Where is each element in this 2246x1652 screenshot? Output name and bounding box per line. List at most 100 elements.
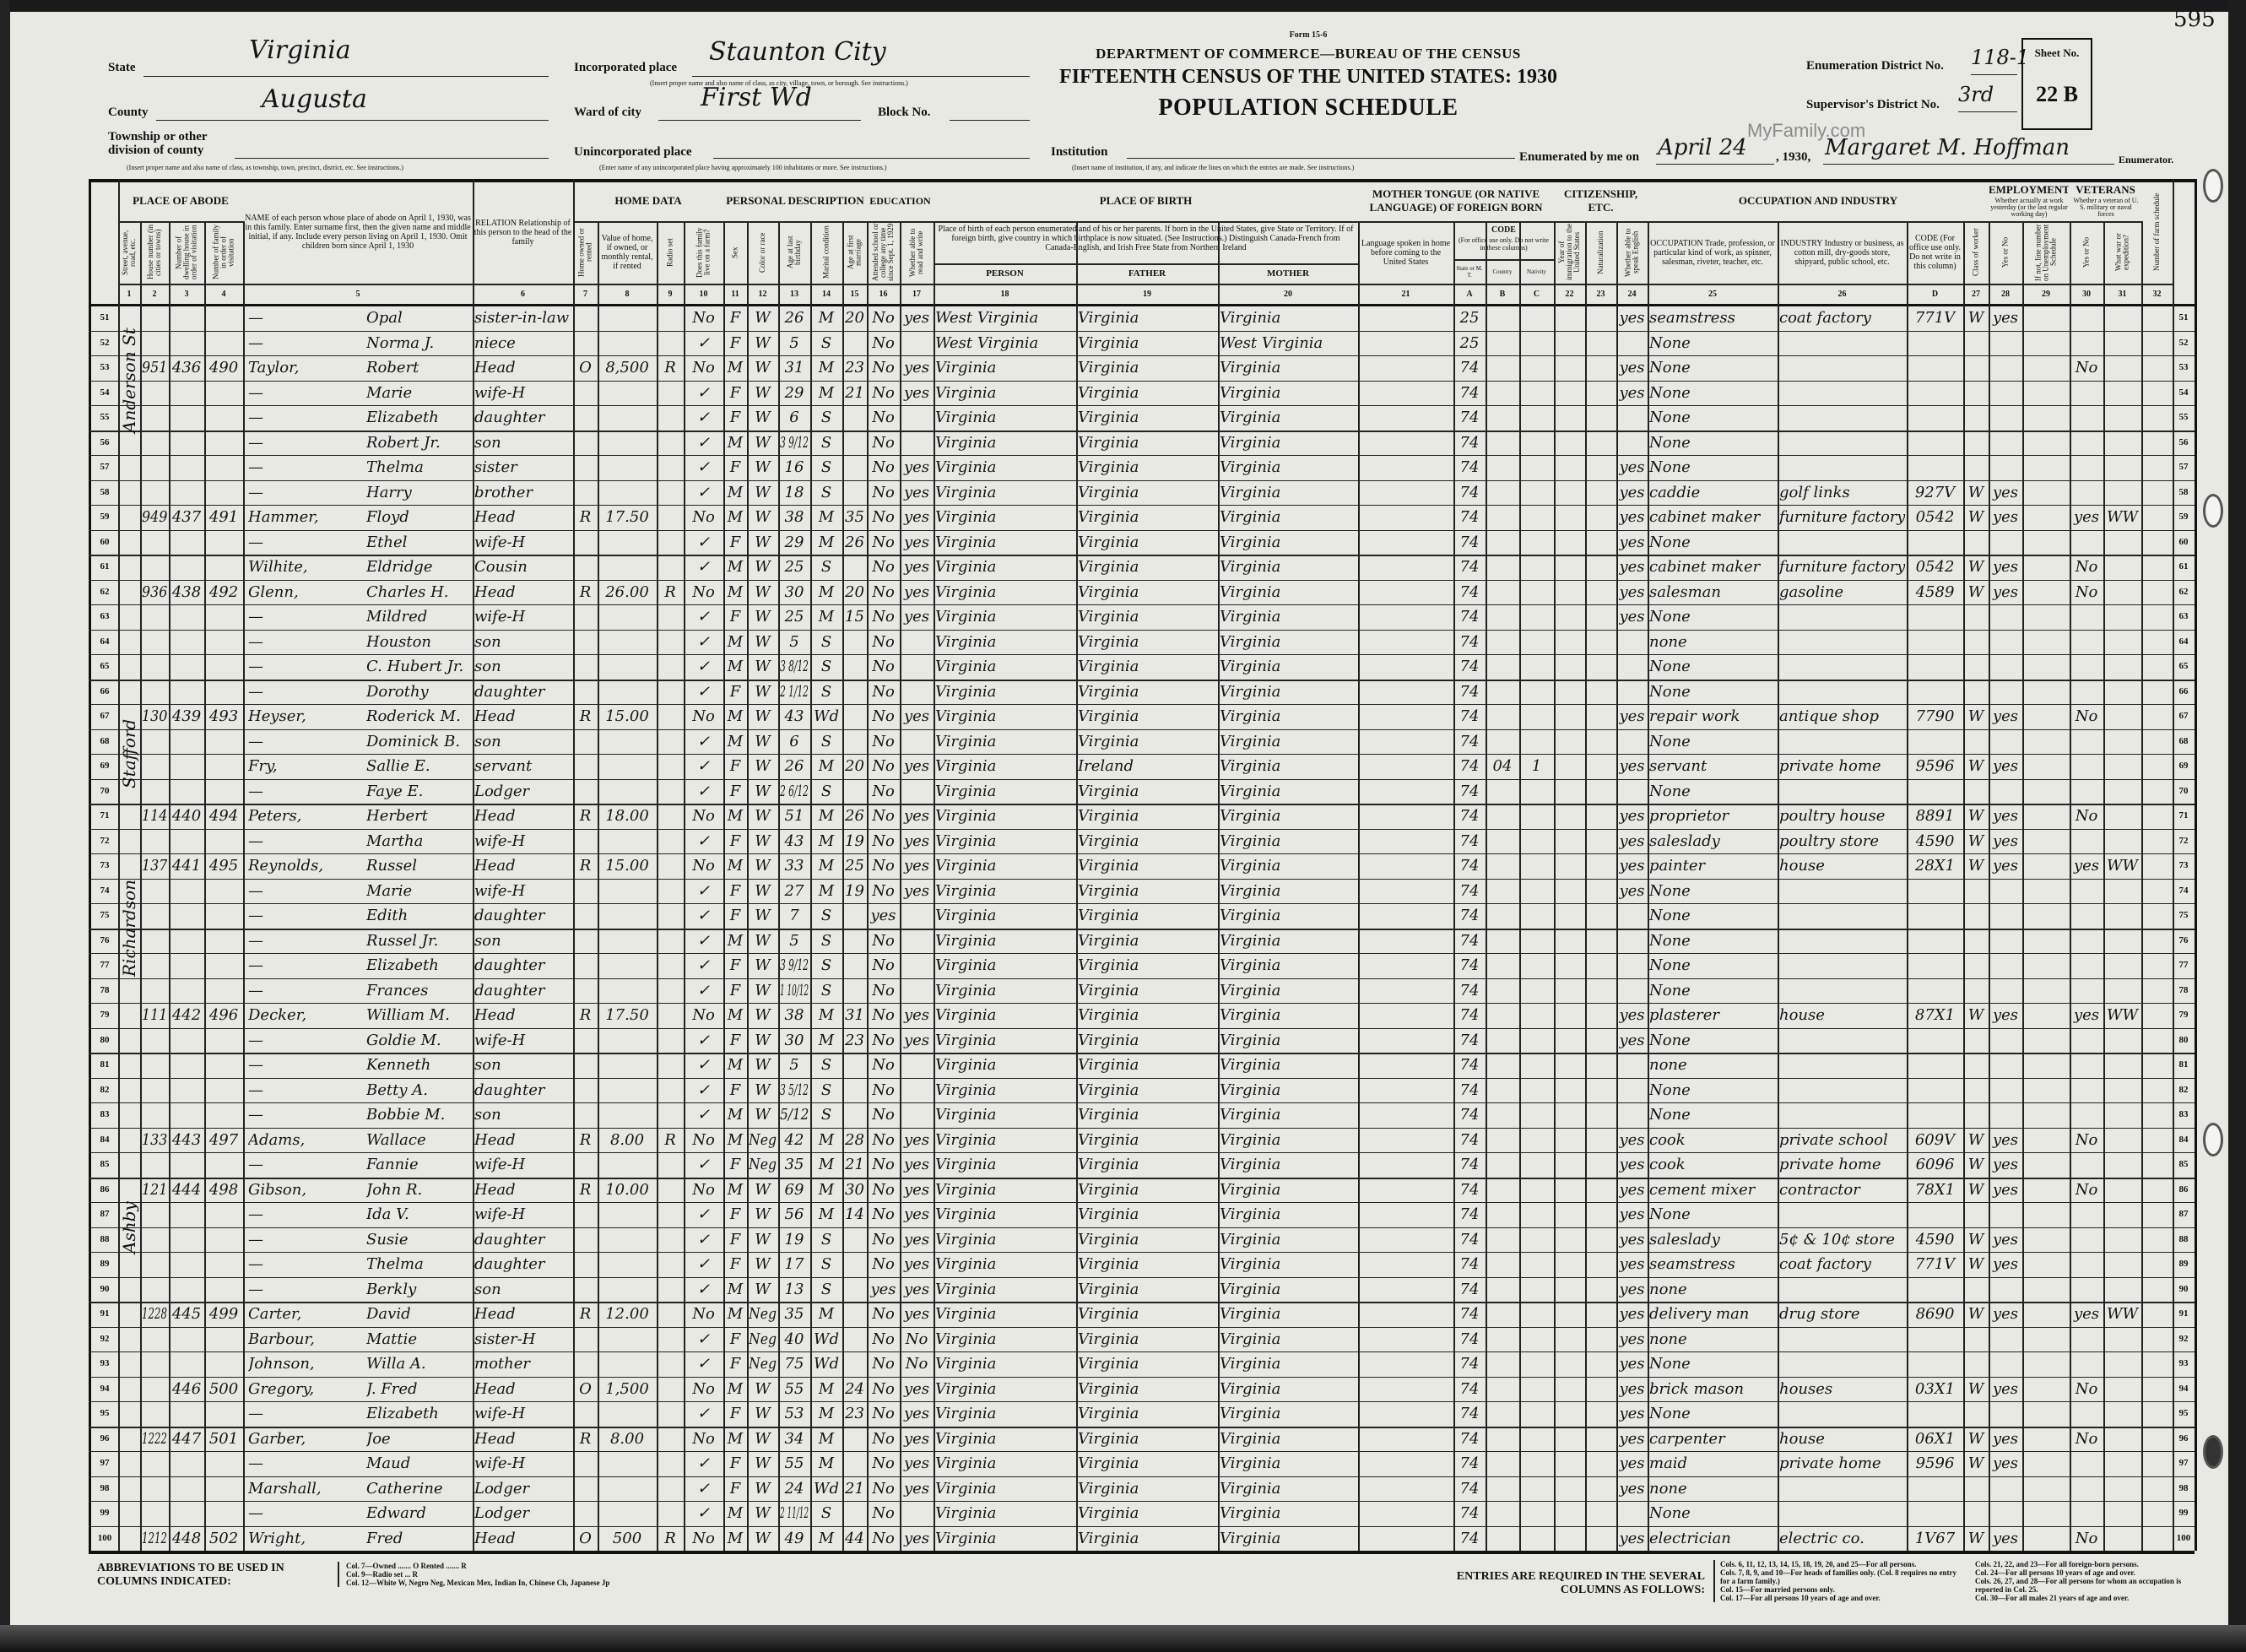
mother-birthplace-cell: Virginia	[1220, 1305, 1281, 1323]
race-cell: W	[755, 907, 771, 924]
marital-status-cell: M	[818, 534, 835, 551]
relation-cell: son	[474, 1056, 501, 1074]
marital-status-cell: M	[818, 1032, 835, 1049]
relation-cell: Head	[474, 1181, 516, 1199]
entries-item: Col. 24—For all persons 10 years of age …	[1975, 1568, 2135, 1577]
table-row: 73 73 Reynolds, Russel 137 441 495 Head R 15.00 No…	[0, 853, 2246, 879]
relation-cell: son	[474, 633, 501, 651]
column-number-language: 21	[1401, 290, 1410, 299]
surname-cell: —	[248, 907, 263, 924]
row-divider	[89, 1152, 2195, 1153]
read-write-cell: yes	[903, 1305, 930, 1323]
school-cell: No	[872, 956, 895, 974]
line-number-cell: 94	[2178, 1384, 2189, 1394]
mother-birthplace-cell: Virginia	[1220, 1106, 1281, 1124]
industry-cell: private school	[1779, 1131, 1888, 1149]
line-number-cell: 81	[2178, 1059, 2189, 1070]
relation-cell: sister-H	[474, 1330, 536, 1348]
form-number: Form 15-6	[1289, 30, 1328, 40]
occupation-cell: None	[1649, 932, 1691, 950]
race-cell: W	[755, 1480, 771, 1498]
mother-birthplace-cell: Virginia	[1220, 707, 1281, 725]
occupation-cell: None	[1649, 359, 1691, 376]
age-cell: 17	[784, 1255, 804, 1273]
supervisor-district-label: Supervisor's District No.	[1806, 98, 1940, 111]
occupation-cell: none	[1649, 1056, 1687, 1074]
speaks-english-cell: yes	[1619, 608, 1645, 626]
school-cell: No	[872, 534, 895, 551]
read-write-cell: yes	[903, 1255, 930, 1273]
enumeration-district-label: Enumeration District No.	[1806, 59, 1944, 73]
code-a-cell: 74	[1459, 982, 1480, 999]
table-row: 84 84 Adams, Wallace 133 443 497 Head R 8.00 R No M N…	[0, 1128, 2246, 1153]
war-cell: WW	[2106, 857, 2138, 875]
row-divider	[89, 1526, 2195, 1527]
line-number-cell: 80	[2178, 1035, 2189, 1045]
code-a-cell: 74	[1459, 956, 1480, 974]
given-name-cell: Susie	[366, 1231, 409, 1248]
code-a-cell: 74	[1459, 1281, 1480, 1298]
house-number-cell: 949	[142, 508, 167, 526]
relation-cell: daughter	[474, 409, 545, 426]
age-first-marriage-cell: 44	[845, 1530, 864, 1547]
group-divider	[1358, 221, 1554, 223]
table-row: 52 52 — Norma J. niece ✓ F W 5 S No West Virginia Vi…	[0, 331, 2246, 356]
code-a-cell: 74	[1459, 1081, 1480, 1099]
relation-cell: son	[474, 1106, 501, 1124]
father-birthplace-cell: Virginia	[1078, 558, 1139, 576]
scan-border-left	[0, 0, 10, 1652]
read-write-cell: yes	[903, 1405, 930, 1422]
code-a-cell: 74	[1459, 384, 1480, 402]
state-label: State	[108, 61, 136, 74]
read-write-cell: No	[905, 1330, 928, 1348]
sex-cell: F	[729, 1231, 741, 1248]
veteran-cell: yes	[2073, 857, 2100, 875]
table-row: 89 89— Thelma daughter ✓ F W 17 S No yes Virginia Vi…	[0, 1252, 2246, 1277]
group-divider	[118, 221, 243, 223]
table-row: 60 60— Ethel wife-H ✓ F W 29 M 26 No yes Virginia Vir…	[0, 530, 2246, 555]
at-work-cell: yes	[1992, 1380, 2019, 1398]
mother-birthplace-cell: Virginia	[1220, 1355, 1281, 1373]
read-write-cell: yes	[903, 1454, 930, 1472]
column-divider	[118, 179, 120, 1551]
birthplace-cell: Virginia	[935, 458, 997, 476]
age-cell: 24	[784, 1480, 804, 1498]
age-first-marriage-cell: 21	[845, 384, 864, 402]
birthplace-cell: Virginia	[935, 1305, 997, 1323]
birthplace-cell: West Virginia	[935, 334, 1039, 352]
father-birthplace-cell: Virginia	[1078, 309, 1139, 327]
abbreviations-title: ABBREVIATIONS TO BE USED IN COLUMNS INDI…	[97, 1562, 284, 1588]
line-number-cell: 82	[100, 1085, 110, 1095]
given-name-cell: Russel	[366, 857, 418, 875]
line-number-cell: 93	[2178, 1358, 2189, 1368]
given-name-cell: Dorothy	[366, 683, 429, 701]
surname-cell: Glenn,	[248, 583, 299, 601]
line-number-cell: 66	[2178, 686, 2189, 696]
abbreviation-item: Col. 9—Radio set ... R	[346, 1570, 418, 1579]
column-header-marital-status: Marital condition	[821, 225, 831, 279]
surname-cell: Heyser,	[248, 707, 306, 725]
code-a-cell: 74	[1459, 1032, 1480, 1049]
read-write-cell: yes	[903, 534, 930, 551]
line-number-cell: 91	[2178, 1308, 2189, 1319]
surname-cell: —	[248, 882, 263, 900]
home-value-cell: 18.00	[605, 807, 649, 825]
industry-cell: electric co.	[1779, 1530, 1864, 1547]
surname-cell: Marshall,	[248, 1480, 322, 1498]
given-name-cell: Harry	[366, 484, 412, 501]
line-number-cell: 82	[2178, 1085, 2189, 1095]
occupation-code-cell: 4589	[1915, 583, 1955, 601]
school-cell: No	[872, 932, 895, 950]
family-number-cell: 499	[208, 1305, 239, 1323]
speaks-english-cell: yes	[1619, 1281, 1645, 1298]
farm-cell: ✓	[696, 1032, 711, 1049]
mother-birthplace-cell: Virginia	[1220, 932, 1281, 950]
mother-birthplace-cell: Virginia	[1220, 1156, 1281, 1173]
column-number-farm: 10	[699, 290, 708, 299]
school-cell: No	[872, 1405, 895, 1422]
table-row: 57 57— Thelma sister ✓ F W 16 S No yes Virginia Virg…	[0, 455, 2246, 480]
farm-cell: ✓	[696, 1355, 711, 1373]
group-header-occupation: OCCUPATION AND INDUSTRY	[1738, 194, 1898, 207]
occupation-code-cell: 609V	[1914, 1131, 1956, 1149]
row-divider	[89, 779, 2195, 780]
